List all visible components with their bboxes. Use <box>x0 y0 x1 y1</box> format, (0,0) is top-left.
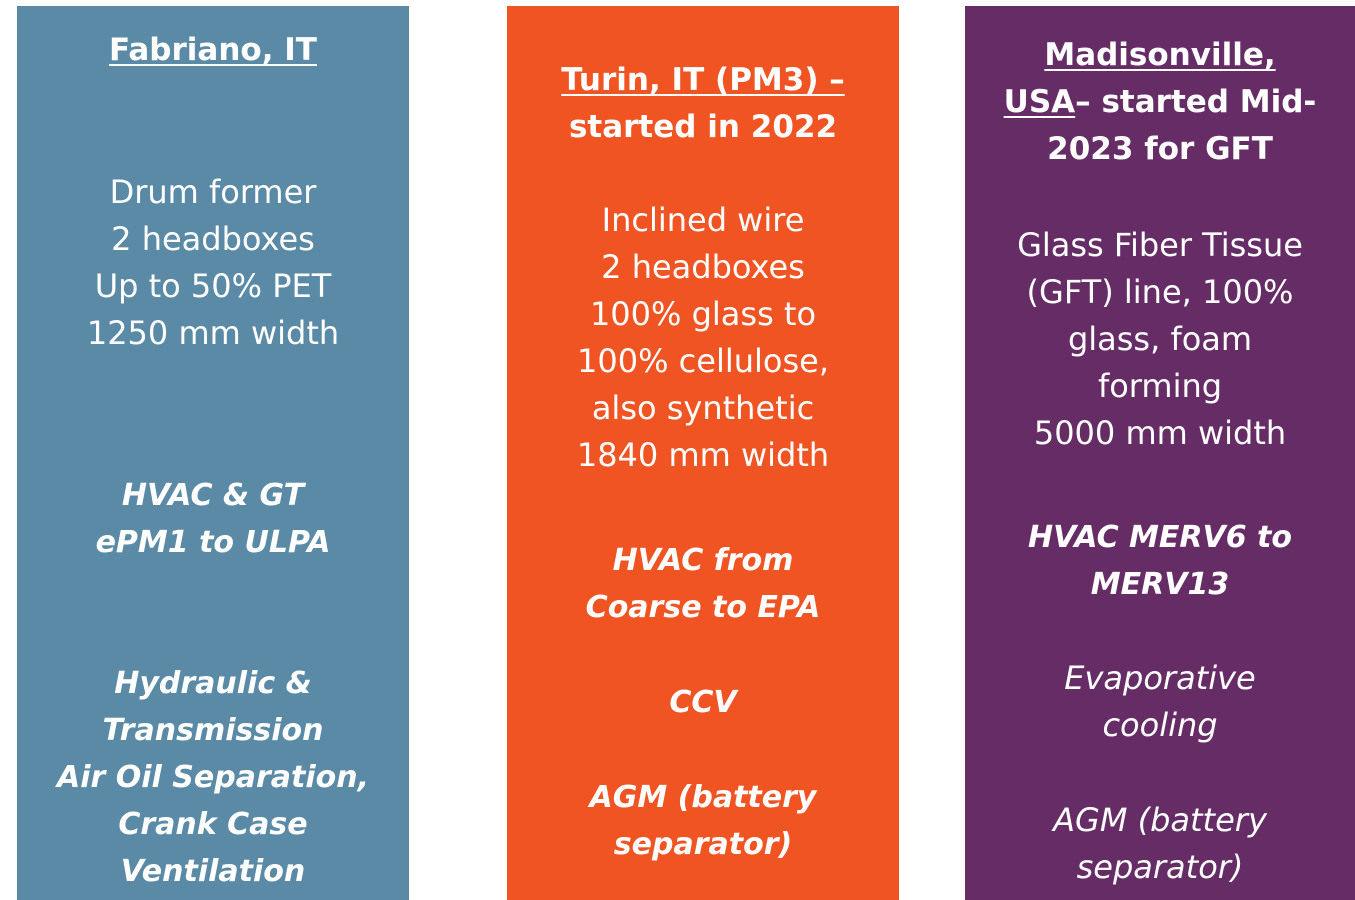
text-line: CCV <box>669 685 737 720</box>
text-line: also synthetic <box>591 389 815 427</box>
column-title: Turin, IT (PM3) – <box>507 57 899 104</box>
text-line: separator) <box>1076 848 1244 886</box>
text-line: Drum former <box>109 173 317 211</box>
text-line: separator) <box>613 827 793 862</box>
title-segment: Fabriano, IT <box>109 32 317 68</box>
text-line: forming <box>1097 367 1223 405</box>
text-line: cooling <box>1102 706 1218 744</box>
text-line: Transmission <box>102 713 324 748</box>
text-line: Ventilation <box>120 854 306 889</box>
text-line: Coarse to EPA <box>585 590 821 625</box>
text-line: 1840 mm width <box>576 436 830 474</box>
column-panel: Fabriano, IT Drum former 2 headboxes Up to … <box>17 6 409 900</box>
text-line: Evaporative <box>1064 659 1256 697</box>
title-segment: Madisonville, <box>1044 37 1276 73</box>
column-title: Fabriano, IT <box>17 27 409 74</box>
text-line: glass, foam <box>1067 320 1253 358</box>
text-line: 1250 mm width <box>86 314 340 352</box>
text-line: MERV13 <box>1090 567 1230 602</box>
column-title: 2023 for GFT <box>965 126 1355 173</box>
text-line: HVAC MERV6 to <box>1028 520 1292 555</box>
text-line: Crank Case <box>118 807 308 842</box>
text-line: AGM (battery <box>1053 801 1267 839</box>
text-line: ePM1 to ULPA <box>95 525 331 560</box>
text-line: HVAC & GT <box>121 478 305 513</box>
column-title: started in 2022 <box>507 104 899 151</box>
title-segment: USA <box>1003 84 1076 120</box>
column-title: USA– started Mid- <box>965 79 1355 126</box>
text-line: 100% cellulose, <box>577 342 829 380</box>
title-segment: Turin, IT (PM3) – <box>561 62 845 98</box>
text-line: 5000 mm width <box>1033 414 1287 452</box>
title-segment: started in 2022 <box>568 109 838 145</box>
column-panel: Turin, IT (PM3) – started in 2022 Inclined… <box>507 6 899 900</box>
text-line: Hydraulic & <box>114 666 312 701</box>
text-line: Glass Fiber Tissue <box>1017 226 1303 264</box>
text-line: Up to 50% PET <box>94 267 332 305</box>
column-title: Madisonville, <box>965 32 1355 79</box>
text-line: HVAC from <box>612 543 794 578</box>
text-line: Inclined wire <box>601 201 805 239</box>
text-line: Air Oil Separation, <box>57 760 369 795</box>
text-line: AGM (battery <box>589 780 817 815</box>
text-line: 2 headboxes <box>601 248 805 286</box>
text-line: 2 headboxes <box>111 220 315 258</box>
column-panel: Madisonville, USA– started Mid- 2023 for G… <box>965 6 1355 900</box>
text-line: (GFT) line, 100% <box>1026 273 1294 311</box>
title-segment: – started Mid- <box>1075 84 1317 120</box>
text-line: 100% glass to <box>589 295 817 333</box>
title-segment: 2023 for GFT <box>1047 131 1273 167</box>
